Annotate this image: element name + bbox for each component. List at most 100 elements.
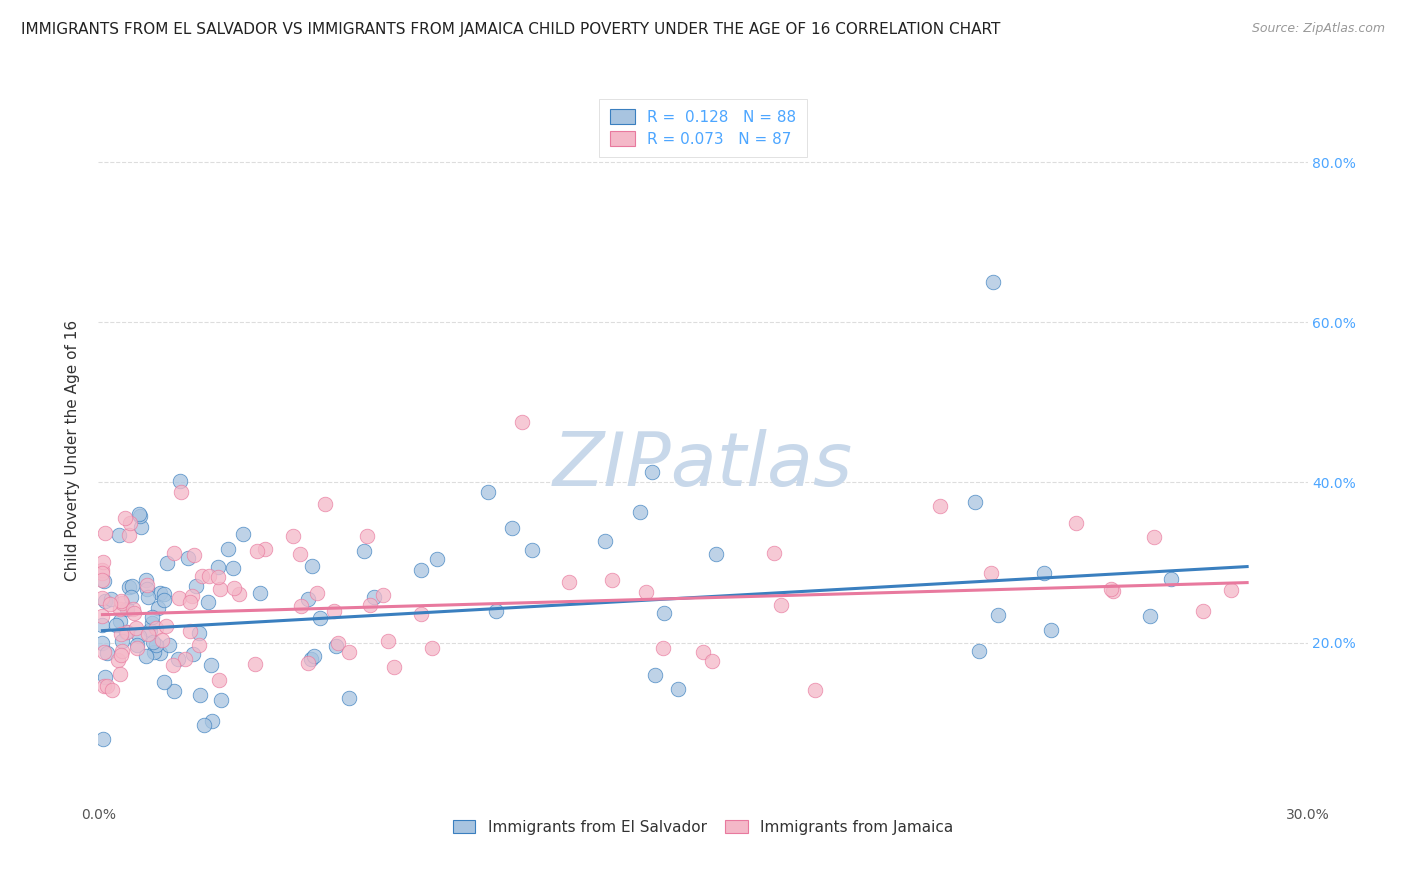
Point xyxy=(93,679,115,693)
Point xyxy=(163,546,186,560)
Point xyxy=(149,646,172,660)
Point xyxy=(426,552,449,566)
Point xyxy=(188,688,211,702)
Point xyxy=(96,679,118,693)
Point xyxy=(308,611,330,625)
Point xyxy=(93,645,115,659)
Point xyxy=(654,607,676,621)
Point xyxy=(297,592,319,607)
Text: IMMIGRANTS FROM EL SALVADOR VS IMMIGRANTS FROM JAMAICA CHILD POVERTY UNDER THE A: IMMIGRANTS FROM EL SALVADOR VS IMMIGRANT… xyxy=(21,22,1001,37)
Point xyxy=(125,638,148,652)
Point xyxy=(93,574,115,589)
Point xyxy=(107,653,129,667)
Point xyxy=(965,495,987,509)
Point xyxy=(245,657,267,671)
Point xyxy=(207,559,229,574)
Point xyxy=(337,690,360,705)
Point xyxy=(356,528,378,542)
Point xyxy=(138,623,160,637)
Point xyxy=(700,654,723,668)
Point xyxy=(328,636,350,650)
Point xyxy=(1192,604,1215,618)
Point xyxy=(485,604,508,618)
Point xyxy=(143,645,166,659)
Point xyxy=(122,607,145,621)
Point xyxy=(1220,582,1243,597)
Point xyxy=(183,548,205,562)
Point xyxy=(110,602,132,616)
Point xyxy=(197,595,219,609)
Point xyxy=(762,546,785,560)
Point xyxy=(1040,624,1063,638)
Point xyxy=(110,648,132,663)
Point xyxy=(353,544,375,558)
Point xyxy=(173,652,195,666)
Point xyxy=(207,570,229,584)
Point xyxy=(501,520,523,534)
Point xyxy=(217,542,239,557)
Point xyxy=(105,618,128,632)
Point xyxy=(704,547,727,561)
Point xyxy=(1160,572,1182,586)
Point xyxy=(183,647,205,661)
Point xyxy=(409,607,432,621)
Point xyxy=(644,668,666,682)
Point xyxy=(208,582,231,597)
Point xyxy=(136,582,159,597)
Point xyxy=(100,597,122,611)
Point xyxy=(325,639,347,653)
Point xyxy=(128,629,150,643)
Point xyxy=(91,609,114,624)
Point xyxy=(91,636,114,650)
Point xyxy=(198,569,221,583)
Point xyxy=(628,505,651,519)
Point xyxy=(314,497,336,511)
Point xyxy=(288,548,311,562)
Point xyxy=(804,682,827,697)
Point xyxy=(305,586,328,600)
Point xyxy=(135,648,157,663)
Point xyxy=(155,619,177,633)
Point xyxy=(110,594,132,608)
Point xyxy=(179,595,201,609)
Y-axis label: Child Poverty Under the Age of 16: Child Poverty Under the Age of 16 xyxy=(65,320,80,581)
Point xyxy=(91,574,114,588)
Point xyxy=(322,604,344,618)
Point xyxy=(302,649,325,664)
Point xyxy=(967,643,990,657)
Point xyxy=(91,556,114,570)
Point xyxy=(190,569,212,583)
Point xyxy=(290,599,312,614)
Point xyxy=(1032,566,1054,580)
Point xyxy=(301,559,323,574)
Point xyxy=(1102,584,1125,599)
Point xyxy=(1064,516,1087,531)
Point xyxy=(91,731,114,746)
Point xyxy=(208,673,231,687)
Point xyxy=(1143,529,1166,543)
Point xyxy=(299,652,322,666)
Point xyxy=(228,587,250,601)
Point xyxy=(153,675,176,690)
Text: Source: ZipAtlas.com: Source: ZipAtlas.com xyxy=(1251,22,1385,36)
Point xyxy=(115,624,138,639)
Point xyxy=(170,485,193,500)
Point xyxy=(211,693,233,707)
Point xyxy=(94,670,117,684)
Point xyxy=(179,624,201,638)
Point xyxy=(110,627,132,641)
Point xyxy=(297,656,319,670)
Text: ZIPatlas: ZIPatlas xyxy=(553,428,853,500)
Point xyxy=(928,499,950,513)
Point xyxy=(125,621,148,635)
Point xyxy=(111,595,134,609)
Point xyxy=(94,526,117,541)
Point xyxy=(180,589,202,603)
Point xyxy=(91,591,114,605)
Point xyxy=(246,544,269,558)
Point xyxy=(149,585,172,599)
Point xyxy=(641,465,664,479)
Point xyxy=(981,275,1004,289)
Point xyxy=(193,717,215,731)
Point xyxy=(1139,609,1161,624)
